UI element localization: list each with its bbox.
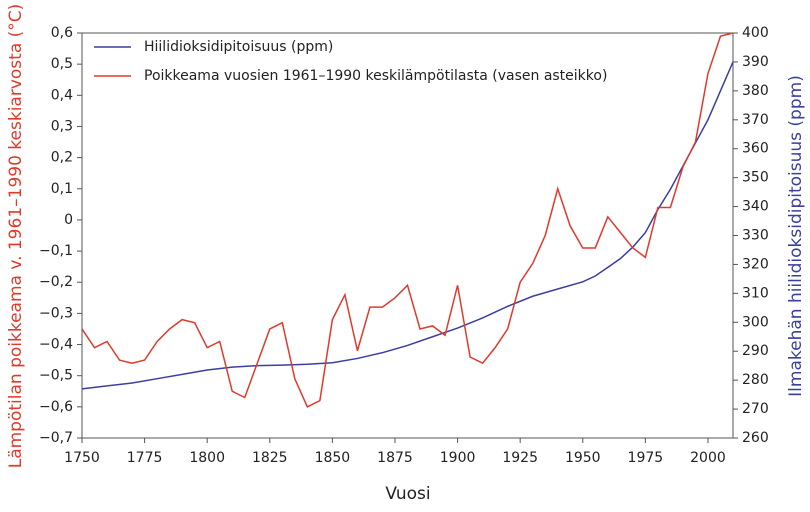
plot-frame [81,32,734,439]
y2-tick-label: 330 [742,228,769,244]
x-tick-label: 1875 [377,450,413,466]
y2-tick-label: 340 [742,199,769,215]
y2-tick-label: 400 [742,25,769,41]
x-tick-label: 1975 [628,450,664,466]
x-tick-label: 1825 [252,450,288,466]
legend-label: Poikkeama vuosien 1961–1990 keskilämpöti… [144,68,607,84]
y2-tick-label: 310 [742,285,769,301]
y2-tick-label: 370 [742,112,769,128]
y-tick-label: −0,3 [39,305,73,321]
x-tick-label: 1925 [502,450,538,466]
y2-tick-label: 260 [742,430,769,446]
y2-tick-label: 270 [742,401,769,417]
series-line [81,32,734,408]
y-tick-label: −0,2 [39,274,73,290]
y-tick-label: 0,6 [51,25,73,41]
y-tick-label: 0,1 [51,181,73,197]
x-tick-label: 2000 [690,450,726,466]
y2-tick-label: 300 [742,314,769,330]
y2-tick-label: 350 [742,170,769,186]
x-tick-label: 1775 [127,450,163,466]
series-line [81,61,734,390]
y-tick-label: −0,1 [39,243,73,259]
y-tick-label: 0,3 [51,118,73,134]
y2-tick-label: 380 [742,83,769,99]
y2-tick-label: 360 [742,141,769,157]
x-tick-label: 1750 [64,450,100,466]
x-tick-label: 1950 [565,450,601,466]
y2-tick-label: 290 [742,343,769,359]
y2-tick-label: 390 [742,54,769,70]
y2-tick-label: 320 [742,256,769,272]
legend-label: Hiilidioksidipitoisuus (ppm) [144,39,333,55]
y-tick-label: −0,5 [39,368,73,384]
y-tick-label: −0,6 [39,399,73,415]
x-tick-label: 1900 [440,450,476,466]
y-tick-label: 0,4 [51,87,73,103]
y2-tick-label: 280 [742,372,769,388]
y-tick-label: 0,2 [51,150,73,166]
y2-axis-title: Ilmakehän hiilidioksidipitoisuus (ppm) [786,75,806,397]
x-axis-title: Vuosi [385,484,430,504]
y-tick-label: −0,7 [39,430,73,446]
x-tick-label: 1850 [315,450,351,466]
x-tick-label: 1800 [189,450,225,466]
y-tick-label: 0,5 [51,56,73,72]
y-tick-label: 0 [64,212,73,228]
y-axis-title: Lämpötilan poikkeama v. 1961–1990 keskia… [6,4,26,469]
y-tick-label: −0,4 [39,337,73,353]
